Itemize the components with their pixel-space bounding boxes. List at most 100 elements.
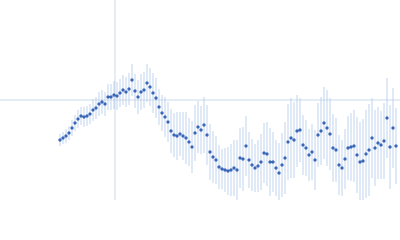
point	[121, 88, 125, 92]
point	[331, 146, 335, 150]
point	[295, 129, 299, 133]
point	[226, 169, 230, 173]
point	[172, 133, 176, 137]
point	[274, 166, 278, 170]
point	[328, 132, 332, 136]
point	[202, 123, 206, 127]
point	[100, 100, 104, 104]
point	[343, 157, 347, 161]
point	[280, 163, 284, 167]
point	[307, 153, 311, 157]
point	[262, 151, 266, 155]
point	[214, 158, 218, 162]
point	[115, 94, 119, 98]
point	[97, 102, 101, 106]
point	[70, 126, 74, 130]
point	[385, 116, 389, 120]
point	[250, 163, 254, 167]
point	[73, 121, 77, 125]
point	[64, 134, 68, 138]
point	[142, 88, 146, 92]
point	[232, 166, 236, 170]
point	[61, 136, 65, 140]
point	[241, 157, 245, 161]
point	[85, 114, 89, 118]
point	[163, 115, 167, 119]
point	[88, 112, 92, 116]
point	[223, 168, 227, 172]
point	[124, 90, 128, 94]
point	[247, 158, 251, 162]
point	[301, 143, 305, 147]
point	[376, 141, 380, 145]
point	[109, 95, 113, 99]
point	[154, 96, 158, 100]
point	[235, 168, 239, 172]
point	[340, 166, 344, 170]
point	[166, 120, 170, 124]
point	[118, 91, 122, 95]
point	[373, 146, 377, 150]
point	[199, 128, 203, 132]
point	[208, 150, 212, 154]
point	[325, 126, 329, 130]
chart	[0, 0, 400, 200]
point	[367, 148, 371, 152]
point	[184, 136, 188, 140]
point	[205, 133, 209, 137]
point	[139, 90, 143, 94]
point	[289, 136, 293, 140]
point	[361, 159, 365, 163]
point	[82, 115, 86, 119]
point	[169, 129, 173, 133]
point	[151, 91, 155, 95]
point	[370, 136, 374, 140]
point	[265, 152, 269, 156]
point	[334, 148, 338, 152]
point	[364, 152, 368, 156]
point	[130, 78, 134, 82]
point	[277, 171, 281, 175]
point	[196, 125, 200, 129]
point	[283, 156, 287, 160]
point	[190, 145, 194, 149]
point	[160, 111, 164, 115]
point	[391, 126, 395, 130]
point	[157, 105, 161, 109]
point	[286, 140, 290, 144]
point	[217, 165, 221, 169]
point	[379, 143, 383, 147]
point	[382, 139, 386, 143]
point	[127, 87, 131, 91]
point	[79, 114, 83, 118]
point	[136, 95, 140, 99]
point	[106, 95, 110, 99]
point	[112, 93, 116, 97]
point	[352, 144, 356, 148]
point	[322, 121, 326, 125]
point	[298, 128, 302, 132]
point	[67, 131, 71, 135]
point	[58, 138, 62, 142]
point	[310, 150, 314, 154]
point	[94, 106, 98, 110]
point	[178, 132, 182, 136]
point	[346, 146, 350, 150]
point	[187, 140, 191, 144]
point	[319, 129, 323, 133]
point	[244, 144, 248, 148]
point	[337, 163, 341, 167]
point	[259, 160, 263, 164]
point	[133, 89, 137, 93]
point	[349, 145, 353, 149]
point	[292, 138, 296, 142]
point	[253, 166, 257, 170]
point	[394, 144, 398, 148]
point	[388, 145, 392, 149]
point	[313, 158, 317, 162]
point	[175, 134, 179, 138]
point	[358, 160, 362, 164]
point	[211, 155, 215, 159]
point	[355, 153, 359, 157]
point	[91, 108, 95, 112]
